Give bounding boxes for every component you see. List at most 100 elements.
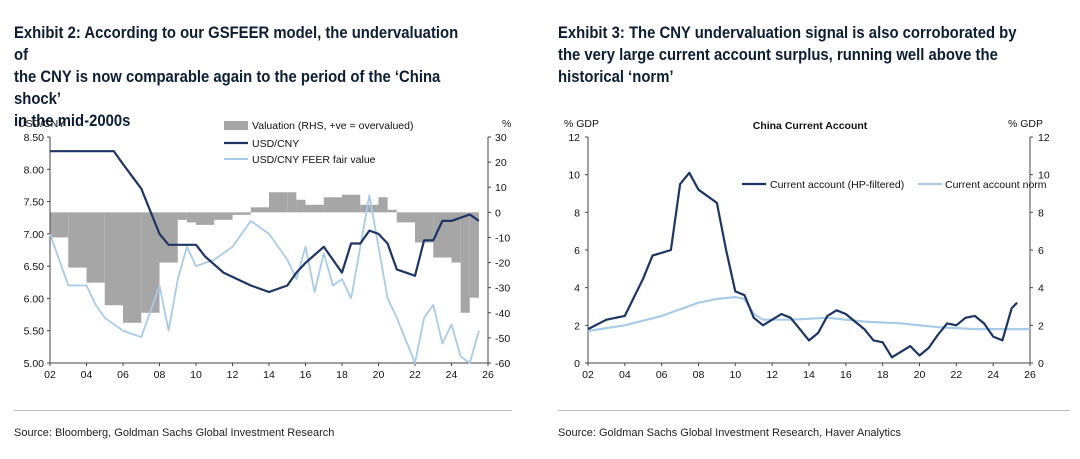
y2-tick-label: 0 [1038,358,1044,370]
valuation-bar [250,207,269,213]
source-divider [558,410,1070,411]
x-tick-label: 20 [373,369,385,381]
source-divider [14,410,512,411]
valuation-bar [141,212,160,313]
y-tick-label: 4 [574,283,580,295]
y-tick-label: 8 [574,207,580,219]
x-tick-label: 06 [117,369,129,381]
y-tick-label: 12 [568,132,580,144]
valuation-bar [460,212,470,313]
valuation-bar [451,212,461,263]
usdcny-line [50,150,480,294]
legend-label: Valuation (RHS, +ve = overvalued) [252,120,413,132]
valuation-bar [269,192,288,213]
x-tick-label: 24 [987,369,999,381]
x-tick-label: 06 [656,369,668,381]
gsfeer-chart: 5.00 5.50 6.00 6.50 7.00 7.50 8.00 8.50 -60 -50 -4… [18,118,511,381]
title-line: historical ‘norm’ [558,68,674,86]
title-line: Exhibit 2: According to our GSFEER model… [14,24,459,64]
title-line: the very large current account surplus, … [558,46,998,64]
y2-tick-label: 10 [495,182,507,194]
x-tick-label: 18 [877,369,889,381]
y2-tick-label: 12 [1038,132,1050,144]
x-tick-label: 22 [950,369,962,381]
legend-label: Current account norm [945,179,1047,191]
exhibit-3-panel: Exhibit 3: The CNY undervaluation signal… [548,0,1080,459]
x-tick-label: 24 [446,369,458,381]
valuation-bar [433,212,452,258]
y-tick-label: 6.00 [24,293,45,305]
valuation-bar [196,212,215,225]
y2-tick-label: 2 [1038,320,1044,332]
y2-tick-label: -20 [495,258,510,270]
y2-tick-label: -10 [495,232,510,244]
y-tick-label: 5.50 [24,326,45,338]
legend-label: USD/CNY FEER fair value [252,154,376,166]
exhibit-3-source: Source: Goldman Sachs Global Investment … [558,427,901,439]
y-tick-label: 8.00 [24,164,45,176]
x-tick-label: 12 [227,369,239,381]
y-tick-label: 2 [574,320,580,332]
x-tick-label: 22 [409,369,421,381]
y-tick-label: 5.00 [24,358,45,370]
x-tick-label: 02 [582,369,594,381]
valuation-bar [123,212,142,323]
x-tick-label: 26 [1024,369,1036,381]
title-line: Exhibit 3: The CNY undervaluation signal… [558,24,1017,42]
feer-fair-value-line [49,194,480,364]
right-axis-label: % [502,118,511,130]
x-tick-label: 14 [803,369,815,381]
x-tick-label: 12 [766,369,778,381]
y-tick-label: 6.50 [24,261,45,273]
y2-tick-label: -50 [495,333,510,345]
title-line: in the mid-2000s [14,112,131,130]
valuation-bar [396,212,415,223]
y2-tick-label: 0 [495,207,501,219]
legend-label: USD/CNY [252,138,299,150]
y2-tick-label: -60 [495,358,510,370]
valuation-bar [86,212,105,283]
current-account-line [587,171,1018,359]
valuation-bar [387,209,397,213]
y2-tick-label: 10 [1038,170,1050,182]
x-tick-label: 10 [729,369,741,381]
x-tick-label: 26 [482,369,494,381]
valuation-bar [177,212,187,220]
valuation-bar [68,212,87,268]
y2-tick-label: 20 [495,157,507,169]
valuation-bar [214,212,233,220]
y-tick-label: 10 [568,170,580,182]
x-tick-label: 08 [154,369,166,381]
valuation-bar [360,204,379,213]
valuation-bar [469,212,479,298]
exhibit-2-panel: Exhibit 2: According to our GSFEER model… [0,0,530,459]
x-tick-label: 16 [300,369,312,381]
valuation-bar [305,204,324,213]
current-account-norm-line [587,296,1030,333]
x-tick-label: 20 [914,369,926,381]
valuation-bar [50,212,69,238]
y-tick-label: 6 [574,245,580,257]
y-tick-label: 8.50 [24,132,45,144]
exhibit-2-title: Exhibit 2: According to our GSFEER model… [14,22,473,132]
chart-title: China Current Account [753,120,868,132]
y-tick-label: 7.50 [24,197,45,209]
valuation-bar [378,197,388,213]
legend-swatch-valuation [224,121,248,130]
right-axis-label: % GDP [1008,118,1043,130]
y2-tick-label: 8 [1038,207,1044,219]
legend-label: Current account (HP-filtered) [770,179,904,191]
x-tick-label: 16 [840,369,852,381]
y2-tick-label: 30 [495,132,507,144]
x-tick-label: 04 [81,369,93,381]
y-tick-label: 0 [574,358,580,370]
y2-tick-label: -40 [495,308,510,320]
x-tick-label: 18 [336,369,348,381]
x-tick-label: 02 [44,369,56,381]
valuation-bar [287,192,297,213]
y2-tick-label: -30 [495,283,510,295]
y2-tick-label: 4 [1038,283,1044,295]
x-tick-label: 08 [693,369,705,381]
exhibit-3-title: Exhibit 3: The CNY undervaluation signal… [558,22,1017,88]
